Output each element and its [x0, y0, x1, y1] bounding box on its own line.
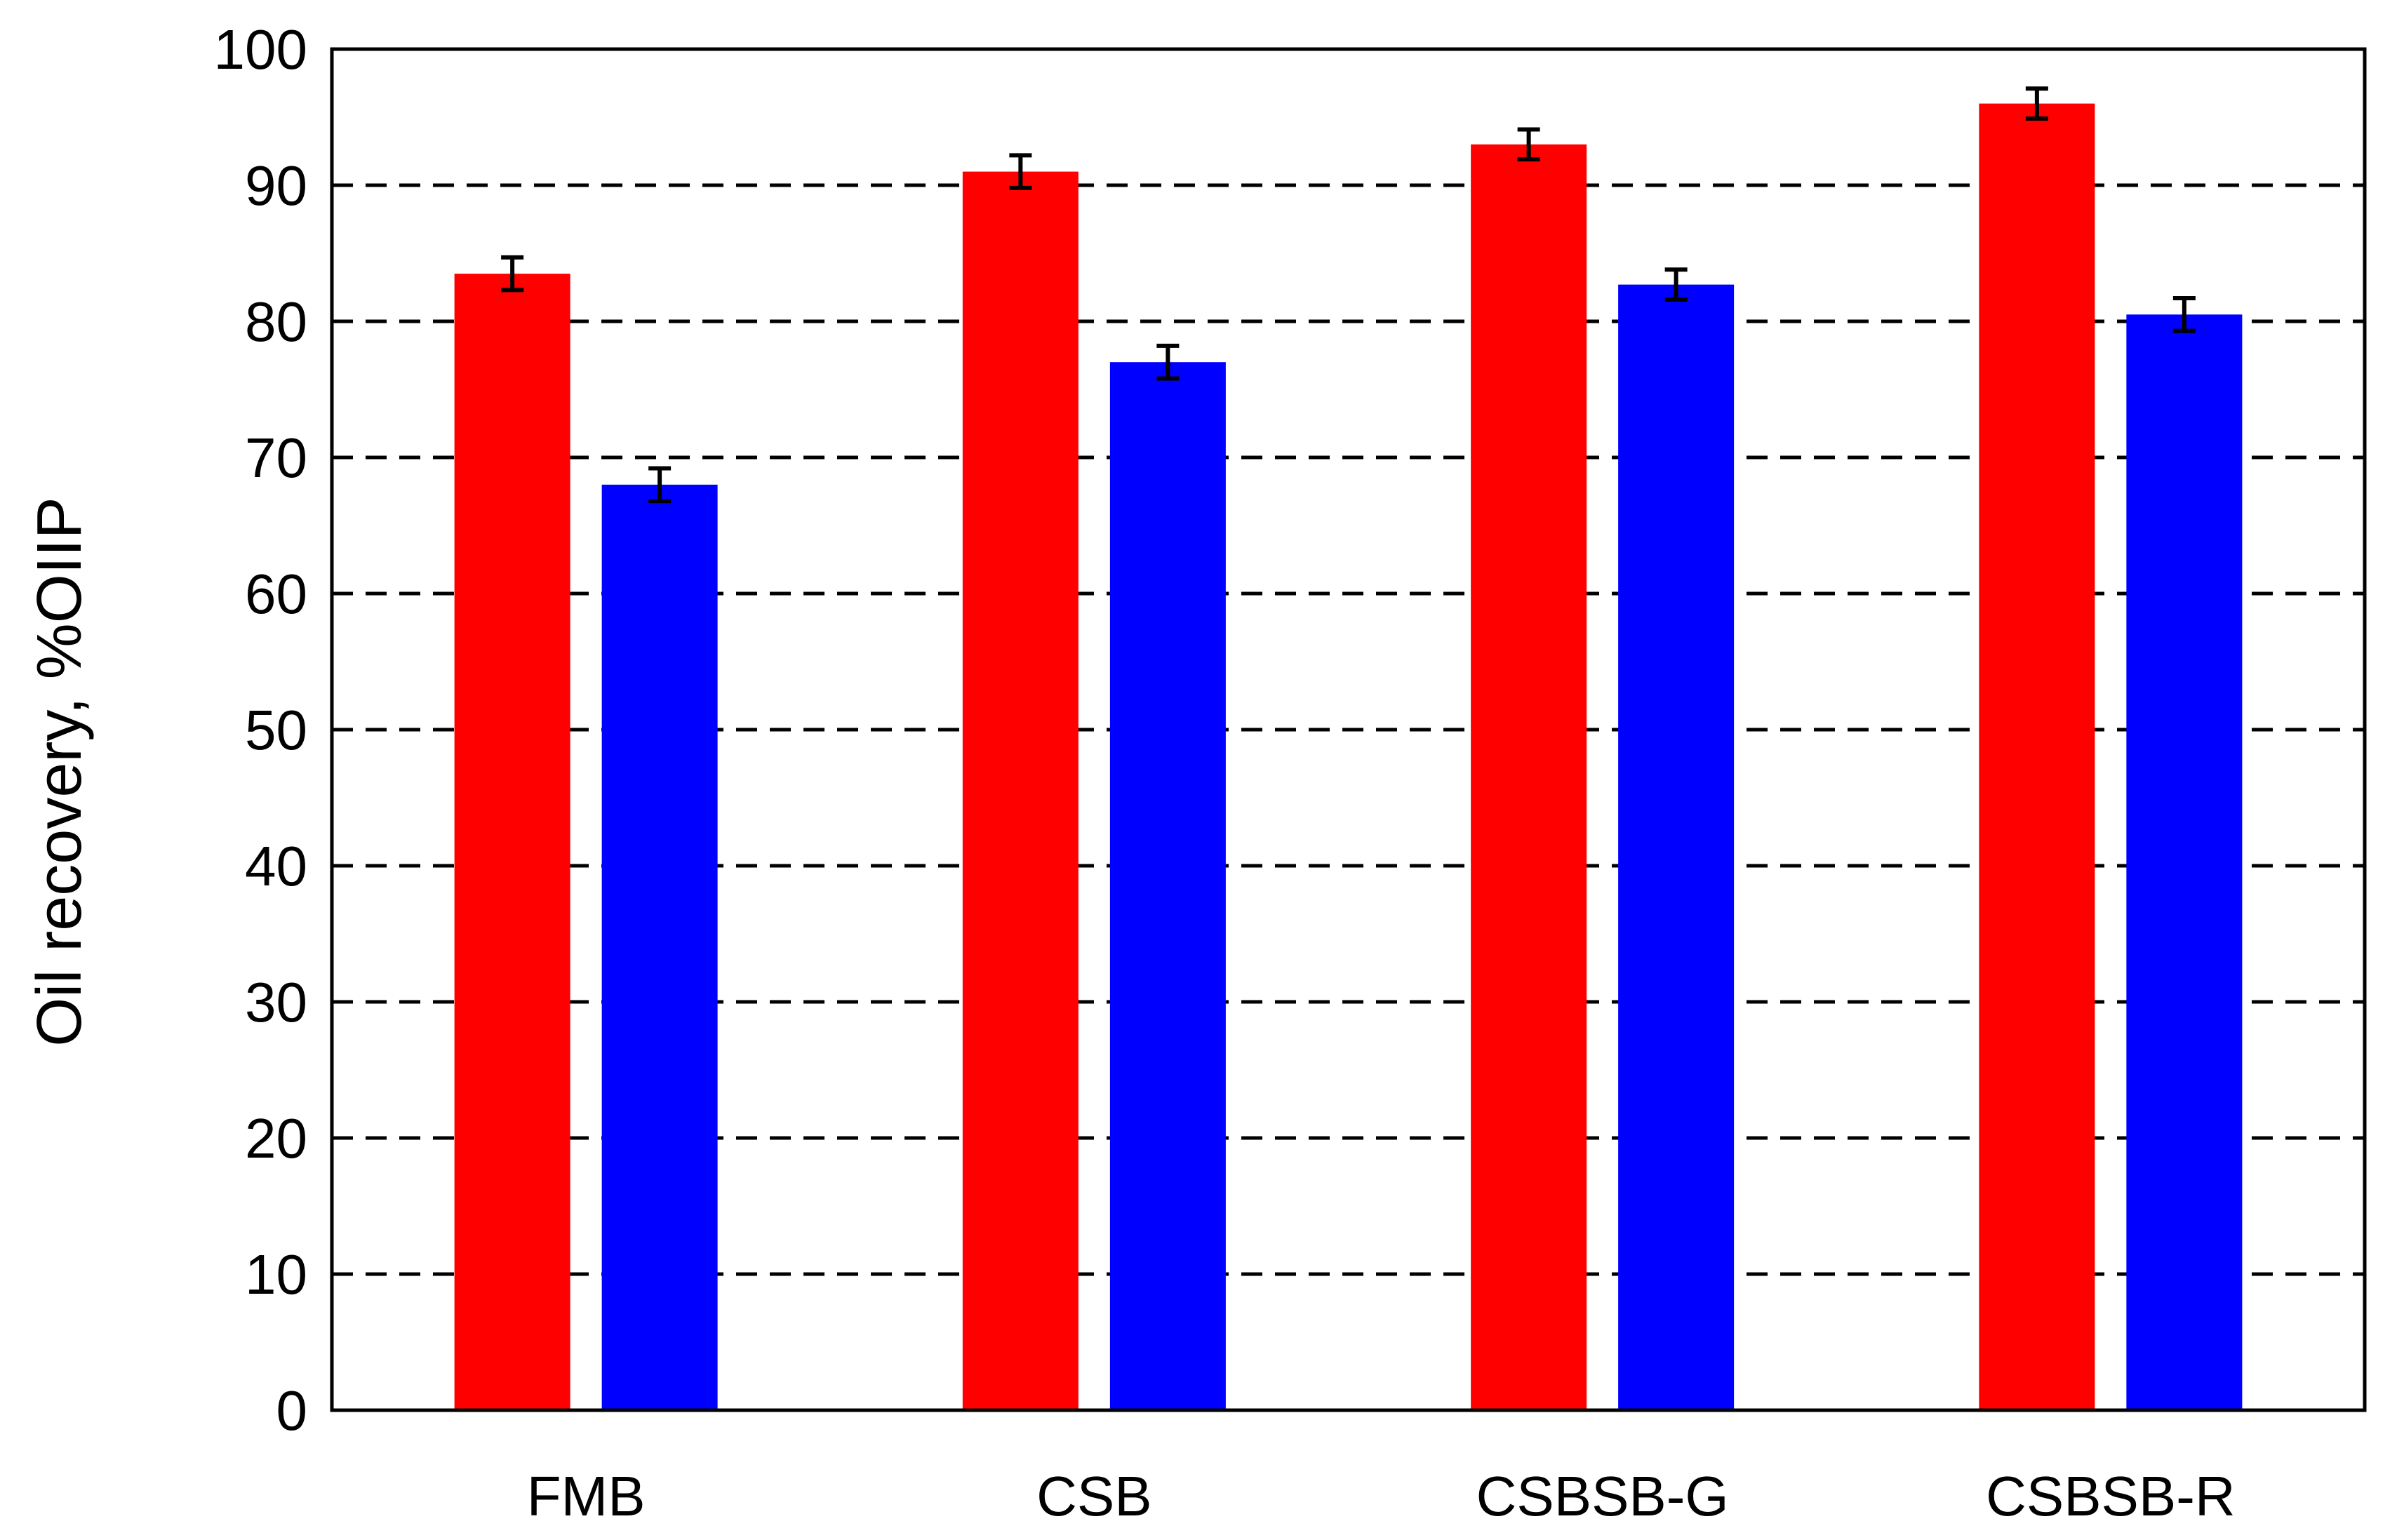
- y-tick-label-40: 40: [245, 835, 307, 897]
- y-tick-label-50: 50: [245, 699, 307, 761]
- error-bar-CSB-2: [1156, 343, 1180, 381]
- error-bar-FMB-1: [501, 255, 524, 293]
- bar-CSBSB-G-1: [1471, 144, 1587, 1410]
- bar-CSBSB-R-2: [2126, 314, 2243, 1410]
- x-tick-label-CSB: CSB: [1036, 1465, 1152, 1527]
- bar-CSB-1: [962, 171, 1079, 1411]
- bar-CSBSB-R-1: [1979, 103, 2095, 1411]
- y-tick-label-10: 10: [245, 1243, 307, 1306]
- y-tick-label-80: 80: [245, 290, 307, 353]
- bar-FMB-2: [601, 484, 718, 1410]
- x-tick-label-FMB: FMB: [527, 1465, 646, 1527]
- y-axis-title: Oil recovery, %OIIP: [25, 497, 95, 1047]
- error-bar-FMB-2: [648, 466, 672, 504]
- y-tick-label-70: 70: [245, 427, 307, 489]
- y-tick-label-0: 0: [276, 1379, 308, 1442]
- x-tick-labels: FMB CSB CSBSB-G CSBSB-R: [527, 1465, 2236, 1527]
- bar-CSB-2: [1109, 362, 1226, 1411]
- y-tick-label-20: 20: [245, 1107, 307, 1170]
- error-bars: [501, 86, 2196, 504]
- y-tick-labels: 0 10 20 30 40 50 60 70 80 90 100: [214, 18, 307, 1442]
- error-bar-CSB-1: [1009, 153, 1032, 190]
- error-bar-CSBSB-R-2: [2172, 296, 2196, 333]
- error-bar-CSBSB-G-2: [1664, 267, 1688, 302]
- error-bar-CSBSB-G-1: [1517, 127, 1540, 162]
- y-tick-label-60: 60: [245, 563, 307, 625]
- y-tick-label-90: 90: [245, 154, 307, 217]
- bar-FMB-1: [454, 274, 570, 1411]
- bar-CSBSB-G-2: [1618, 284, 1735, 1410]
- y-tick-label-30: 30: [245, 971, 307, 1033]
- error-bar-CSBSB-R-1: [2025, 86, 2048, 121]
- x-tick-label-CSBSB-G: CSBSB-G: [1476, 1465, 1729, 1527]
- x-tick-label-CSBSB-R: CSBSB-R: [1986, 1465, 2236, 1527]
- y-tick-label-100: 100: [214, 18, 307, 81]
- bars: [454, 103, 2243, 1411]
- plot-frame: [330, 47, 2367, 1412]
